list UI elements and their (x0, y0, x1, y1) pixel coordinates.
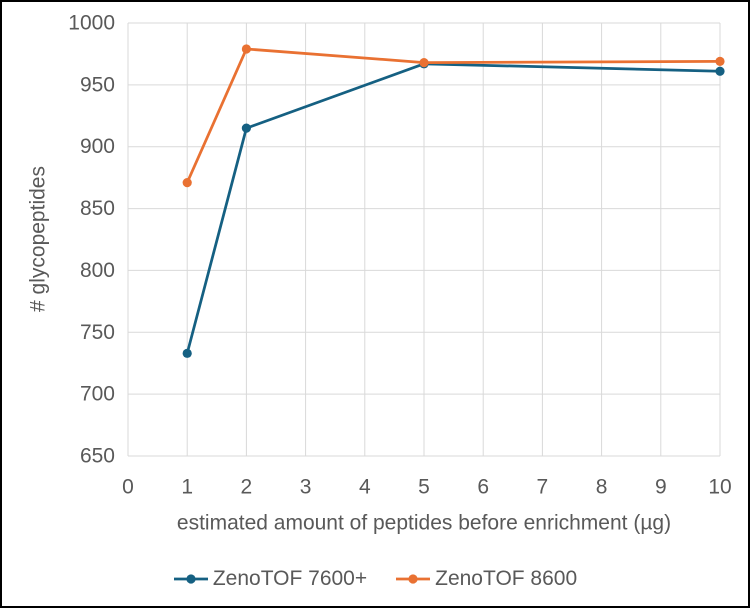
legend-item-zenotof-8600: ZenoTOF 8600 (395, 567, 577, 591)
y-tick-label: 650 (80, 445, 115, 468)
legend-item-zenotof-7600: ZenoTOF 7600+ (173, 567, 367, 591)
y-tick-label: 900 (80, 135, 115, 158)
data-point (182, 177, 192, 188)
y-tick-label: 850 (80, 197, 115, 220)
tick-labels: 650 700 750 800 850 900 950 1000 0 1 2 3 4 5 6 7 8 9 10 (68, 12, 731, 499)
y-tick-label: 800 (80, 259, 115, 282)
data-point (419, 57, 429, 68)
legend: ZenoTOF 7600+ ZenoTOF 8600 (2, 564, 748, 594)
legend-line-dot-icon (396, 574, 431, 584)
x-tick-label: 1 (181, 476, 193, 499)
legend-line-dot-icon (173, 574, 208, 584)
x-tick-label: 2 (241, 476, 253, 499)
gridlines (127, 22, 721, 457)
x-tick-label: 6 (477, 476, 489, 499)
y-tick-label: 1000 (68, 12, 115, 35)
legend-label: ZenoTOF 7600+ (212, 567, 368, 590)
data-point (241, 44, 251, 54)
x-tick-label: 9 (655, 476, 667, 499)
y-tick-label: 700 (80, 383, 115, 406)
x-tick-label: 10 (708, 476, 731, 499)
legend-label: ZenoTOF 8600 (435, 567, 578, 590)
y-axis-title: # glycopeptides (27, 166, 50, 312)
series-line-0 (185, 62, 722, 355)
x-axis-title: estimated amount of peptides before enri… (177, 512, 671, 535)
x-tick-label: 7 (537, 476, 549, 499)
data-point (241, 123, 251, 133)
x-tick-label: 4 (359, 476, 371, 499)
data-point (715, 56, 725, 66)
x-tick-label: 0 (122, 476, 134, 499)
data-point (182, 348, 192, 358)
x-tick-label: 3 (300, 476, 312, 499)
series-layer (182, 44, 725, 358)
x-tick-label: 5 (418, 476, 430, 499)
data-point (715, 66, 725, 76)
series-line-1 (185, 47, 722, 184)
y-tick-label: 950 (80, 73, 115, 96)
x-tick-label: 8 (596, 476, 608, 499)
y-tick-label: 750 (80, 321, 115, 344)
